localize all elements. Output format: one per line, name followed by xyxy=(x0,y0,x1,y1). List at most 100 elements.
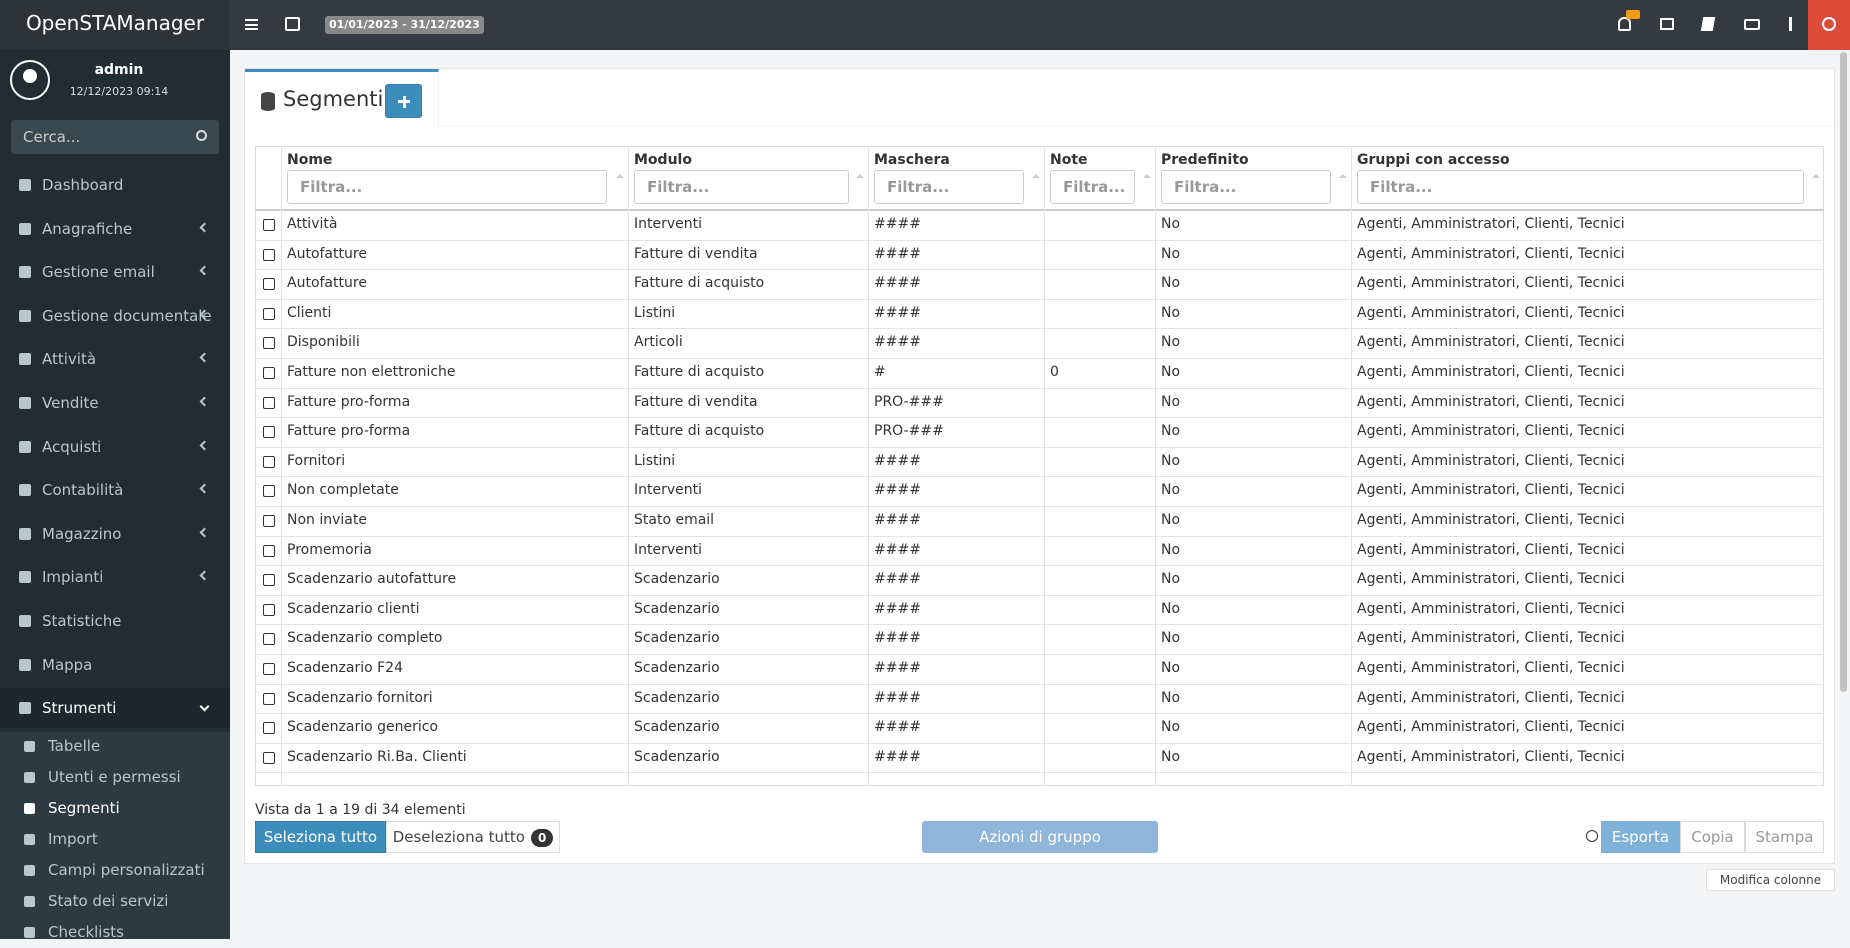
table-cell: #### xyxy=(874,482,921,499)
submenu-item[interactable]: Utenti e permessi xyxy=(0,762,230,793)
export[interactable]: Esporta xyxy=(1601,821,1680,853)
menu-toggle[interactable] xyxy=(245,19,258,30)
logout[interactable] xyxy=(1808,0,1850,50)
table-cell: Agenti, Amministratori, Clienti, Tecnici xyxy=(1357,600,1625,617)
row-checkbox[interactable] xyxy=(263,367,275,379)
row-checkbox[interactable] xyxy=(263,396,275,409)
keyboard-icon[interactable] xyxy=(1744,19,1760,30)
row-checkbox[interactable] xyxy=(263,278,275,291)
print-icon[interactable] xyxy=(1660,18,1674,30)
row-checkbox[interactable] xyxy=(263,603,275,616)
search-box[interactable]: Cerca... xyxy=(11,120,219,154)
menu-item[interactable]: Anagrafiche xyxy=(0,209,230,249)
table-cell: No xyxy=(1161,748,1181,765)
edit-columns[interactable]: Modifica colonne xyxy=(1706,869,1835,891)
row-checkbox[interactable] xyxy=(263,337,275,350)
row-checkbox[interactable] xyxy=(263,544,275,557)
menu-item[interactable]: Gestione email xyxy=(0,252,230,292)
row-checkbox[interactable] xyxy=(263,515,275,527)
notifications[interactable] xyxy=(1618,17,1631,31)
table-cell: Scadenzario clienti xyxy=(287,600,420,617)
book-icon[interactable] xyxy=(1700,17,1716,31)
table-cell: Clienti xyxy=(287,304,332,321)
group-actions[interactable]: Azioni di gruppo xyxy=(922,821,1158,853)
avatar xyxy=(10,60,50,100)
submenu-icon xyxy=(24,834,35,845)
chevron xyxy=(199,570,210,581)
menu-item[interactable]: Dashboard xyxy=(0,165,230,205)
row-checkbox[interactable] xyxy=(263,633,275,646)
row-checkbox[interactable] xyxy=(263,426,275,439)
chevron xyxy=(199,396,210,407)
add-button[interactable] xyxy=(385,84,422,118)
row-checkbox[interactable] xyxy=(263,455,275,468)
column-divider xyxy=(628,146,629,786)
submenu-item[interactable]: Campi personalizzati xyxy=(0,855,230,886)
menu-item[interactable]: Attività xyxy=(0,339,230,379)
row-checkbox[interactable] xyxy=(263,663,275,675)
date-range[interactable]: 01/01/2023 - 31/12/2023 xyxy=(325,16,484,34)
select-all[interactable]: Seleziona tutto xyxy=(255,821,386,853)
row-checkbox[interactable] xyxy=(263,307,275,320)
calendar-icon[interactable] xyxy=(285,17,300,31)
row-checkbox[interactable] xyxy=(263,751,275,764)
table-cell: #### xyxy=(874,304,921,321)
tab[interactable] xyxy=(245,69,439,127)
column-header[interactable]: Gruppi con accesso xyxy=(1357,152,1510,168)
table-row-line xyxy=(255,713,1824,715)
column-filter[interactable]: Filtra... xyxy=(287,170,607,204)
sidebar: admin 12/12/2023 09:14 Cerca... Dashboar… xyxy=(0,50,230,941)
menu-item[interactable]: Strumenti xyxy=(0,688,230,729)
table-cell: Attività xyxy=(287,216,338,232)
column-filter[interactable]: Filtra... xyxy=(874,170,1024,204)
row-checkbox[interactable] xyxy=(263,722,275,735)
table-row-line xyxy=(255,417,1824,419)
submenu-item[interactable]: Import xyxy=(0,824,230,855)
column-filter[interactable]: Filtra... xyxy=(1357,170,1804,204)
row-checkbox[interactable] xyxy=(263,574,275,587)
submenu-item[interactable]: Tabelle xyxy=(0,731,230,762)
submenu-item[interactable]: Stato dei servizi xyxy=(0,886,230,917)
print[interactable]: Stampa xyxy=(1745,821,1824,853)
menu-item[interactable]: Statistiche xyxy=(0,601,230,641)
table-cell: Autofatture xyxy=(287,275,367,292)
menu-item[interactable]: Mappa xyxy=(0,645,230,685)
submenu-item[interactable]: Segmenti xyxy=(0,793,230,824)
topbar: OpenSTAManager 01/01/2023 - 31/12/2023 xyxy=(0,0,1850,50)
column-filter[interactable]: Filtra... xyxy=(1050,170,1135,204)
column-header[interactable]: Modulo xyxy=(634,152,692,168)
column-header[interactable]: Note xyxy=(1050,152,1088,168)
table-cell: No xyxy=(1161,304,1181,321)
menu-item[interactable]: Impianti xyxy=(0,557,230,597)
row-checkbox[interactable] xyxy=(263,248,275,261)
menu-item[interactable]: Gestione documentale xyxy=(0,296,230,336)
chevron xyxy=(199,222,210,233)
column-header[interactable]: Nome xyxy=(287,152,333,168)
column-filter[interactable]: Filtra... xyxy=(634,170,849,204)
row-checkbox[interactable] xyxy=(263,485,275,498)
db-icon xyxy=(261,92,275,111)
submenu-item[interactable]: Checklists xyxy=(0,917,230,948)
table-row-line xyxy=(255,654,1824,655)
table xyxy=(255,146,1824,786)
table-cell: Fatture pro-forma xyxy=(287,393,411,410)
info-icon[interactable] xyxy=(1789,17,1792,31)
menu-item[interactable]: Magazzino xyxy=(0,514,230,554)
menu-item[interactable]: Contabilità xyxy=(0,470,230,510)
table-cell: Scadenzario xyxy=(634,689,720,706)
menu-item[interactable]: Acquisti xyxy=(0,427,230,467)
table-cell: No xyxy=(1161,719,1181,736)
brand[interactable]: OpenSTAManager xyxy=(0,0,230,50)
chevron xyxy=(199,483,210,494)
table-cell: Listini xyxy=(634,452,676,469)
column-header[interactable]: Predefinito xyxy=(1161,152,1249,168)
table-cell: # xyxy=(874,364,886,380)
table-row-line xyxy=(255,476,1824,478)
row-checkbox[interactable] xyxy=(263,692,275,705)
copy[interactable]: Copia xyxy=(1680,821,1745,853)
deselect-all[interactable]: Deseleziona tutto 0 xyxy=(386,821,560,853)
column-header[interactable]: Maschera xyxy=(874,152,950,168)
menu-item[interactable]: Vendite xyxy=(0,383,230,423)
column-filter[interactable]: Filtra... xyxy=(1161,170,1331,204)
row-checkbox[interactable] xyxy=(263,219,275,231)
